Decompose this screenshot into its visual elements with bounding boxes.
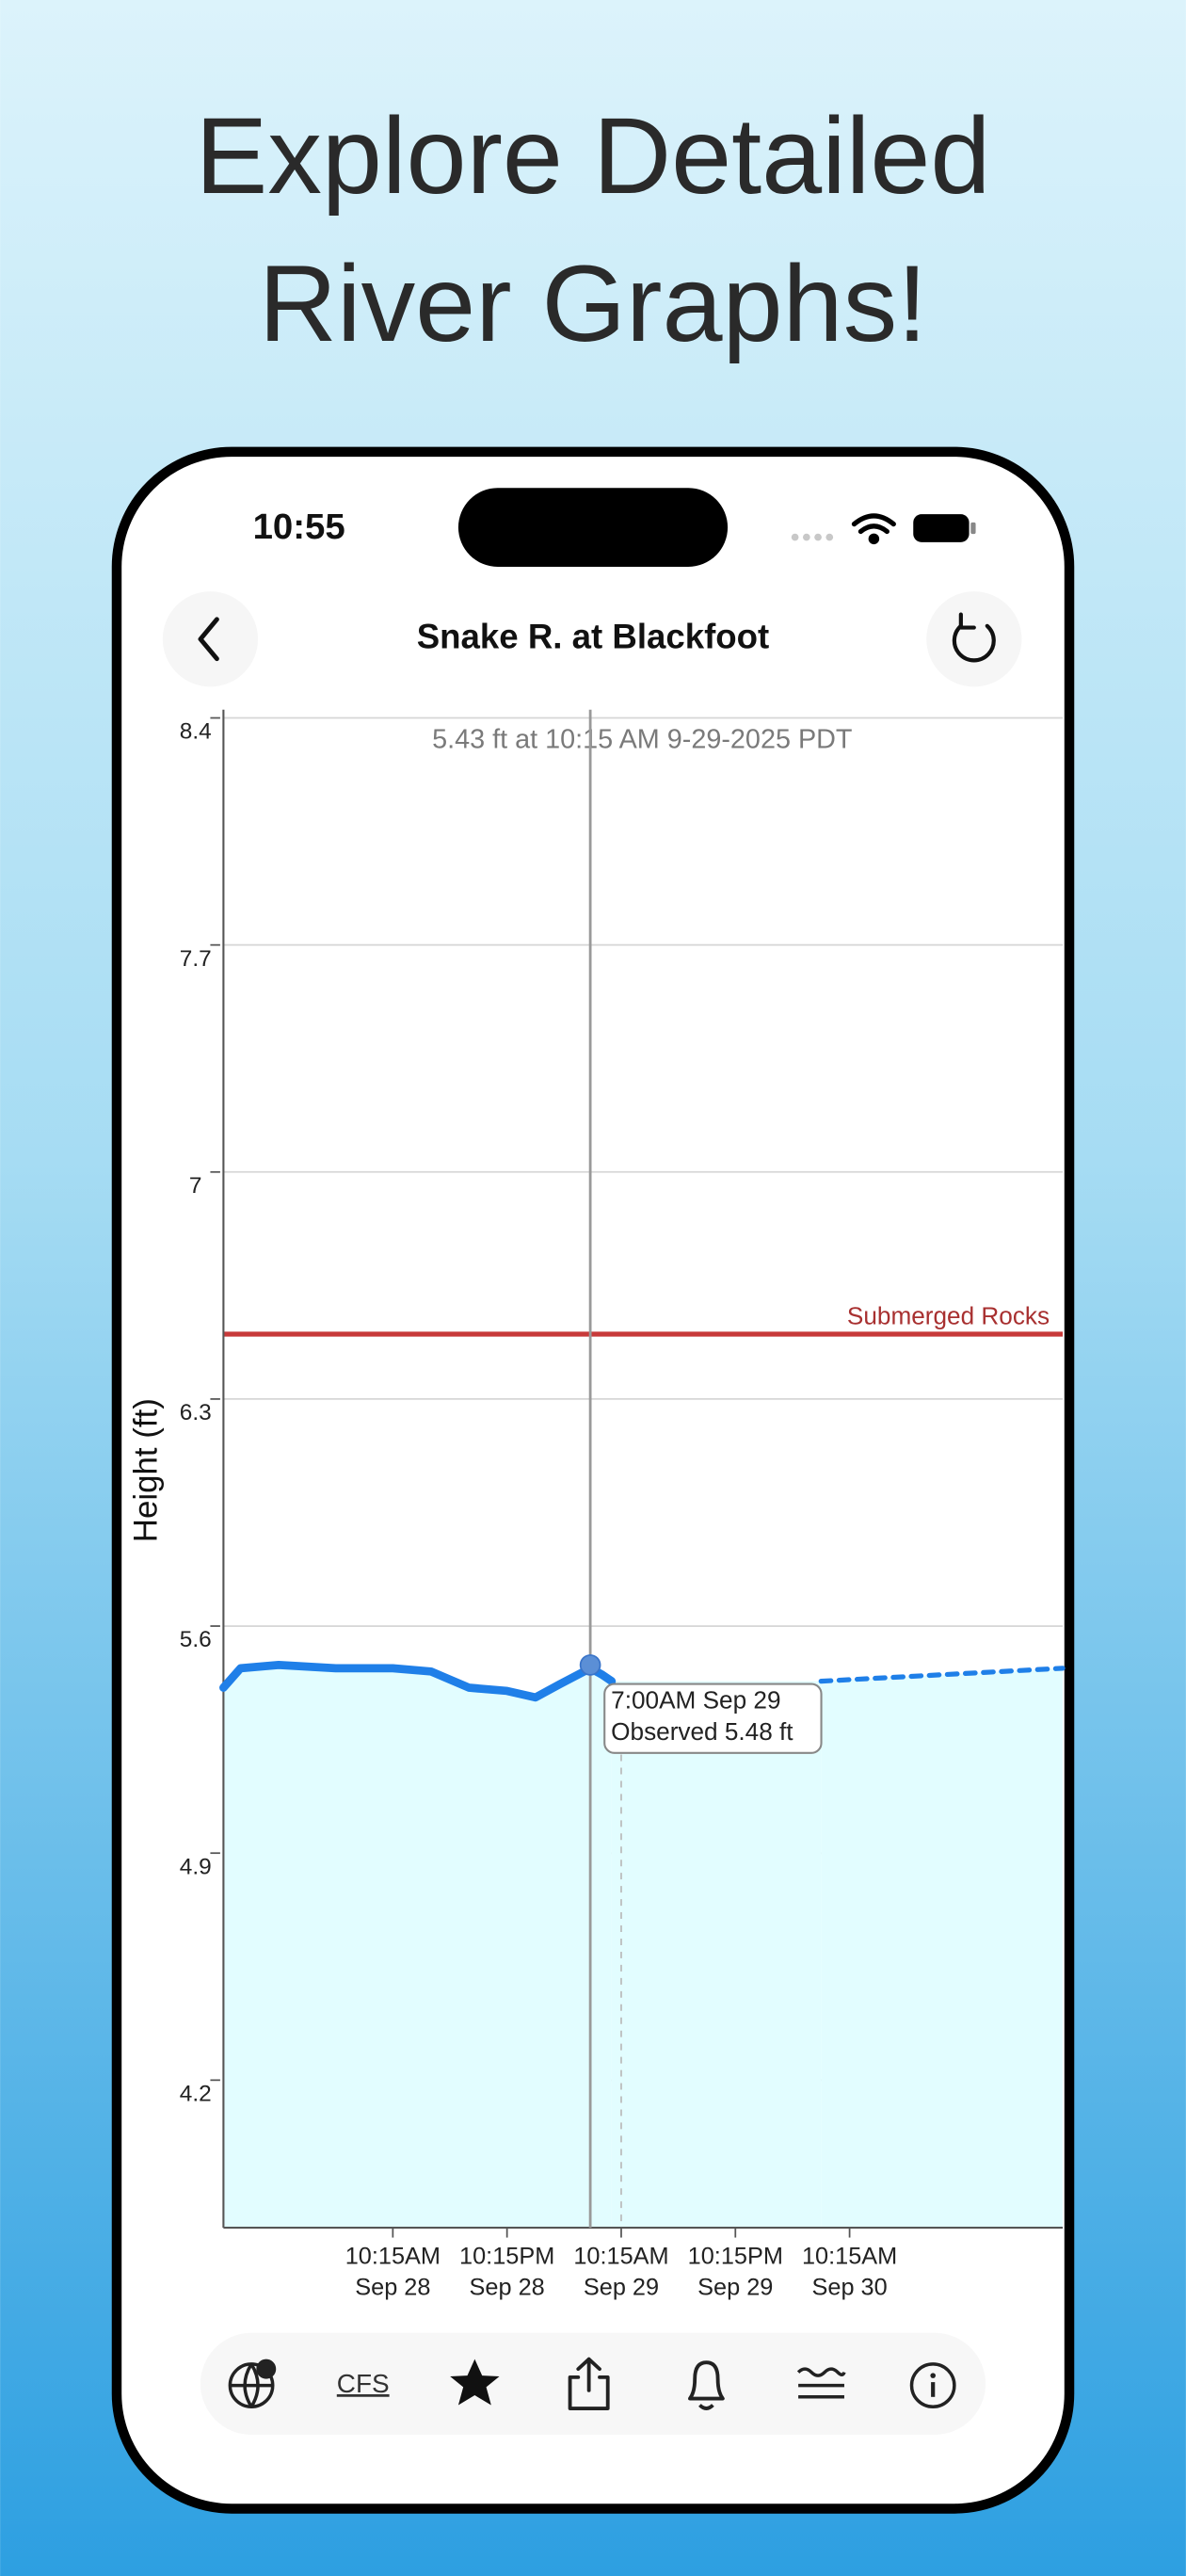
threshold-label: Submerged Rocks bbox=[847, 1301, 1050, 1329]
tooltip-box bbox=[603, 1682, 823, 1754]
refresh-button[interactable] bbox=[926, 591, 1022, 687]
headline: Explore Detailed bbox=[196, 96, 991, 217]
cursor-point bbox=[579, 1654, 601, 1676]
y-tick-label: 8.4 bbox=[180, 719, 212, 745]
tooltip-line: 7:00AM Sep 29 bbox=[611, 1686, 780, 1715]
wifi-icon bbox=[851, 513, 896, 545]
area bbox=[821, 1667, 1064, 2229]
nav-title: Snake R. at Blackfoot bbox=[417, 617, 770, 655]
series-line bbox=[818, 1666, 1066, 1684]
x-tick-label: 10:15PM Sep 28 bbox=[459, 2243, 554, 2300]
y-tick-label: 4.2 bbox=[180, 2081, 212, 2106]
back-icon bbox=[198, 617, 219, 662]
y-tick-label: 6.3 bbox=[180, 1400, 212, 1425]
y-tick-label: 5.6 bbox=[180, 1627, 212, 1652]
x-tick-label: 10:15AM Sep 29 bbox=[573, 2243, 668, 2300]
y-tick-label: 7 bbox=[189, 1173, 202, 1199]
headline: River Graphs! bbox=[259, 244, 927, 364]
battery bbox=[913, 514, 970, 542]
globe-button[interactable] bbox=[228, 2359, 277, 2409]
x-tick-label: 10:15AM Sep 30 bbox=[802, 2243, 897, 2300]
chart: 4.2 4.9 5.6 6.3 7 7.7 8.4 Submerged Rocks 10:15A… bbox=[127, 709, 1066, 2301]
x-tick-label: 10:15PM Sep 29 bbox=[688, 2243, 783, 2300]
water-button[interactable] bbox=[796, 2367, 846, 2399]
share-button[interactable] bbox=[568, 2357, 610, 2410]
dynamic-island bbox=[457, 488, 729, 567]
area bbox=[223, 1665, 612, 2229]
signal-dots bbox=[791, 533, 834, 541]
refresh-icon bbox=[952, 623, 996, 663]
y-tick-label: 7.7 bbox=[180, 946, 212, 972]
favorite-button[interactable] bbox=[450, 2359, 500, 2406]
y-axis-label: Height (ft) bbox=[127, 1398, 164, 1542]
info-button[interactable] bbox=[909, 2362, 956, 2409]
tooltip-line: Observed 5.48 ft bbox=[611, 1717, 793, 1746]
chart-subtitle: 5.43 ft at 10:15 AM 9-29-2025 PDT bbox=[432, 725, 852, 755]
toolbar bbox=[200, 2332, 986, 2435]
area-bridge bbox=[611, 1681, 822, 2229]
status-time: 10:55 bbox=[253, 507, 345, 547]
back-button[interactable] bbox=[162, 591, 259, 687]
cfs-button[interactable]: CFS bbox=[337, 2369, 390, 2398]
area-fill bbox=[223, 1665, 1064, 2229]
refresh-arrow bbox=[958, 612, 976, 630]
x-tick-label: 10:15AM Sep 28 bbox=[345, 2243, 441, 2300]
alert-button[interactable] bbox=[688, 2360, 725, 2410]
y-tick-label: 4.9 bbox=[180, 1854, 212, 1879]
battery-tip bbox=[970, 522, 976, 535]
